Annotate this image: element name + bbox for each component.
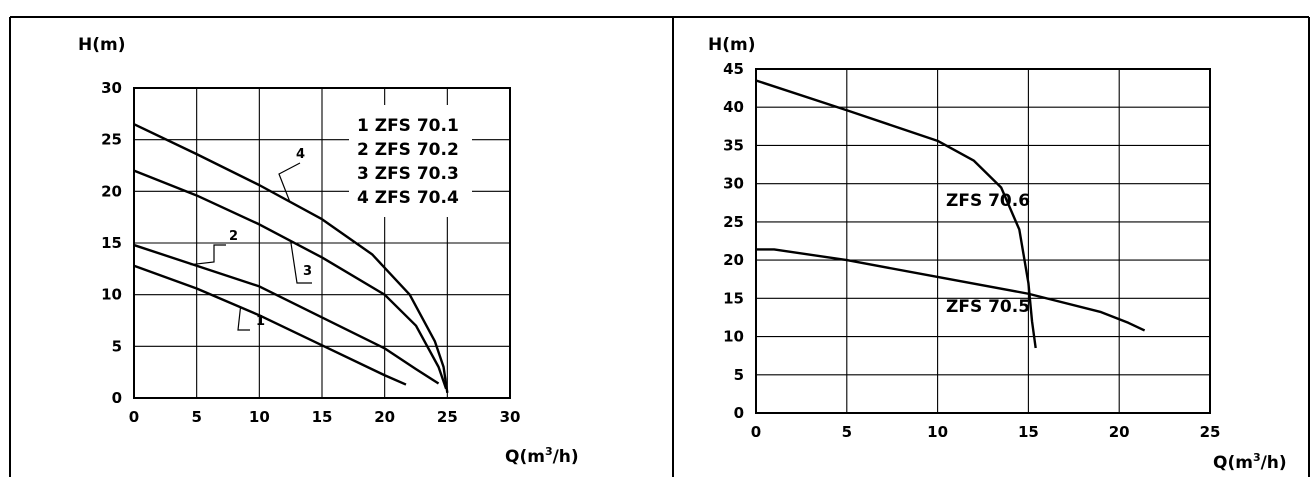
- chart-left: 0 5 10 15 20 25 30 0 5 10 15 20 25 30 H(m) Q(m3/h) 1 ZFS…: [78, 35, 579, 467]
- legend-entry: 3 ZFS 70.3: [357, 164, 459, 184]
- y-tick-label: 25: [101, 131, 122, 149]
- x-tick-label: 20: [374, 408, 395, 426]
- x-tick-label: 5: [842, 423, 852, 441]
- x-tick-label: 0: [129, 408, 139, 426]
- x-tick-label: 10: [927, 423, 948, 441]
- y-tick-label: 20: [101, 182, 122, 200]
- y-tick-label: 0: [734, 404, 744, 422]
- series-line-2: [756, 248, 1146, 332]
- y-tick-label: 5: [112, 337, 122, 355]
- series-label-1: ZFS 70.6: [946, 191, 1030, 211]
- y-tick-label: 45: [723, 60, 744, 78]
- chart-right: 0 5 10 15 20 25 0 5 10 15 20 25 30 35 40 45 H(m) Q(m3/h) Z…: [708, 35, 1287, 473]
- y-tick-label: 5: [734, 366, 744, 384]
- x-tick-label: 20: [1109, 423, 1130, 441]
- x-tick-label: 25: [1200, 423, 1221, 441]
- y-tick-label: 20: [723, 251, 744, 269]
- x-axis-title: Q(m3/h): [1213, 451, 1287, 473]
- series-label-2: ZFS 70.5: [946, 297, 1030, 317]
- legend-entry: 2 ZFS 70.2: [357, 140, 459, 160]
- series-line-4: [133, 123, 449, 394]
- x-axis-title: Q(m3/h): [505, 445, 579, 467]
- series-line-3: [133, 169, 448, 390]
- y-tick-label: 30: [723, 175, 744, 193]
- y-tick-label: 10: [723, 328, 744, 346]
- curve-leader-line-4: [278, 162, 301, 201]
- y-tick-label: 10: [101, 286, 122, 304]
- y-tick-label: 15: [101, 234, 122, 252]
- y-axis-title: H(m): [78, 35, 125, 55]
- curve-number-label-4: 4: [296, 147, 305, 162]
- y-tick-label: 0: [112, 389, 122, 407]
- x-tick-label: 15: [312, 408, 333, 426]
- curve-number-label-3: 3: [303, 264, 312, 279]
- x-tick-label: 0: [751, 423, 761, 441]
- x-tick-label: 5: [191, 408, 201, 426]
- series-line-1: [755, 79, 1037, 349]
- y-tick-label: 40: [723, 98, 744, 116]
- y-tick-label: 30: [101, 79, 122, 97]
- y-tick-label: 25: [723, 213, 744, 231]
- x-tick-label: 30: [500, 408, 521, 426]
- x-tick-label: 10: [249, 408, 270, 426]
- curve-leader-line-1: [237, 307, 250, 331]
- plot-frame: [133, 87, 511, 399]
- y-tick-label: 35: [723, 136, 744, 154]
- curve-leader-line-2: [190, 244, 226, 266]
- legend-entry: 4 ZFS 70.4: [357, 188, 459, 208]
- series-line-1: [133, 264, 407, 386]
- x-tick-label: 15: [1018, 423, 1039, 441]
- plot-frame: [755, 68, 1211, 414]
- curve-leader-line-3: [290, 240, 312, 284]
- legend-background: [349, 105, 472, 217]
- y-axis-title: H(m): [708, 35, 755, 55]
- curve-number-label-2: 2: [229, 229, 238, 244]
- series-line-2: [133, 243, 440, 385]
- legend-entry: 1 ZFS 70.1: [357, 116, 459, 136]
- curve-number-label-1: 1: [256, 314, 265, 329]
- x-tick-label: 25: [437, 408, 458, 426]
- y-tick-label: 15: [723, 289, 744, 307]
